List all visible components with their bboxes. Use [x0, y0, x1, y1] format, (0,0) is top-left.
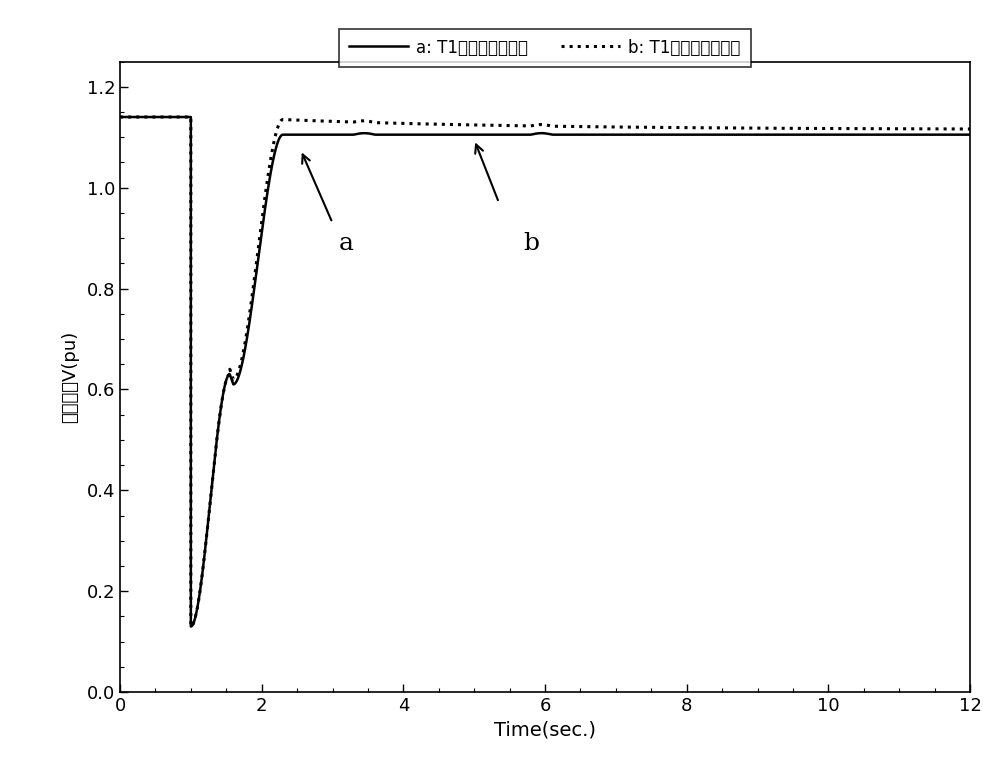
Text: b: b: [523, 231, 539, 255]
a: T1配置前电压曲线: (0.276, 1.14): T1配置前电压曲线: (0.276, 1.14): [134, 112, 146, 122]
a: T1配置前电压曲线: (12, 1.1): T1配置前电压曲线: (12, 1.1): [964, 130, 976, 139]
a: T1配置前电压曲线: (1, 0.13): T1配置前电压曲线: (1, 0.13): [185, 622, 197, 631]
a: T1配置前电压曲线: (7.18, 1.1): T1配置前电压曲线: (7.18, 1.1): [623, 130, 635, 139]
Line: a: T1配置前电压曲线: a: T1配置前电压曲线: [120, 117, 970, 627]
b: T1配置后电压曲线: (0, 1.14): T1配置后电压曲线: (0, 1.14): [114, 112, 126, 122]
b: T1配置后电压曲线: (10.5, 1.12): T1配置后电压曲线: (10.5, 1.12): [858, 124, 870, 133]
b: T1配置后电压曲线: (1, 0.13): T1配置后电压曲线: (1, 0.13): [185, 622, 197, 631]
b: T1配置后电压曲线: (0.276, 1.14): T1配置后电压曲线: (0.276, 1.14): [134, 112, 146, 122]
Line: b: T1配置后电压曲线: b: T1配置后电压曲线: [120, 117, 970, 627]
b: T1配置后电压曲线: (4.87, 1.12): T1配置后电压曲线: (4.87, 1.12): [459, 120, 471, 129]
X-axis label: Time(sec.): Time(sec.): [494, 721, 596, 740]
a: T1配置前电压曲线: (4.87, 1.1): T1配置前电压曲线: (4.87, 1.1): [459, 130, 471, 139]
Text: a: a: [339, 231, 354, 255]
b: T1配置后电压曲线: (7.18, 1.12): T1配置后电压曲线: (7.18, 1.12): [623, 122, 635, 131]
a: T1配置前电压曲线: (0, 1.14): T1配置前电压曲线: (0, 1.14): [114, 112, 126, 122]
b: T1配置后电压曲线: (0.894, 1.14): T1配置后电压曲线: (0.894, 1.14): [177, 112, 189, 122]
Legend: a: T1配置前电压曲线, b: T1配置后电压曲线: a: T1配置前电压曲线, b: T1配置后电压曲线: [339, 29, 751, 67]
a: T1配置前电压曲线: (0.894, 1.14): T1配置前电压曲线: (0.894, 1.14): [177, 112, 189, 122]
b: T1配置后电压曲线: (12, 1.12): T1配置后电压曲线: (12, 1.12): [964, 125, 976, 134]
Y-axis label: 节点电压V(pu): 节点电压V(pu): [62, 331, 80, 423]
a: T1配置前电压曲线: (10.5, 1.1): T1配置前电压曲线: (10.5, 1.1): [858, 130, 870, 139]
a: T1配置前电压曲线: (7.92, 1.1): T1配置前电压曲线: (7.92, 1.1): [675, 130, 687, 139]
b: T1配置后电压曲线: (7.92, 1.12): T1配置后电压曲线: (7.92, 1.12): [675, 123, 687, 132]
